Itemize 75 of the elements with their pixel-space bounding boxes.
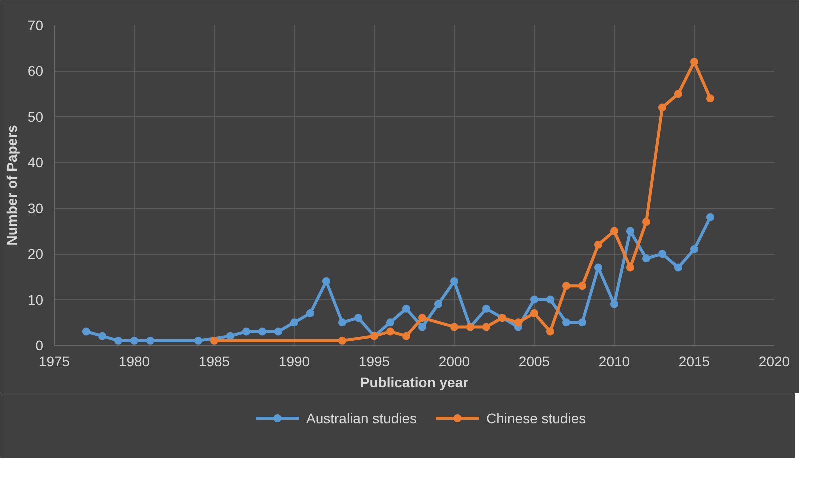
x-tick-label: 2005 xyxy=(518,354,550,370)
y-tick-label: 40 xyxy=(28,154,44,171)
point xyxy=(146,336,154,345)
point xyxy=(482,323,490,332)
point xyxy=(386,318,394,327)
point xyxy=(338,318,346,327)
point xyxy=(706,94,714,103)
point xyxy=(674,90,682,98)
point xyxy=(210,336,218,345)
point xyxy=(546,296,554,304)
y-tick-label: 70 xyxy=(28,18,44,34)
legend-label: Australian studies xyxy=(306,410,418,426)
point xyxy=(338,336,346,345)
y-tick-label: 30 xyxy=(28,200,44,216)
point xyxy=(450,278,458,286)
x-tick-label: 1975 xyxy=(38,354,70,370)
x-tick-label: 1980 xyxy=(118,354,150,370)
point xyxy=(514,318,522,327)
point xyxy=(562,318,570,327)
point xyxy=(242,328,250,336)
point xyxy=(98,332,106,340)
y-tick-label: 10 xyxy=(28,292,44,308)
x-tick-label: 2015 xyxy=(678,354,710,370)
point xyxy=(706,214,714,222)
point xyxy=(274,328,282,336)
point xyxy=(674,264,682,272)
x-tick-label: 1990 xyxy=(278,354,310,370)
point xyxy=(386,328,394,336)
point xyxy=(226,332,234,340)
point xyxy=(258,328,266,336)
y-axis-title: Number of Papers xyxy=(4,124,20,246)
point xyxy=(306,310,314,318)
point xyxy=(610,300,618,308)
point xyxy=(130,336,138,345)
x-tick-label: 2010 xyxy=(598,354,630,370)
x-axis-title: Publication year xyxy=(360,374,470,390)
point xyxy=(546,328,554,336)
point xyxy=(194,336,202,345)
point xyxy=(402,304,410,313)
point xyxy=(82,328,90,336)
point xyxy=(354,314,362,322)
x-tick-label: 1995 xyxy=(358,354,390,370)
point xyxy=(418,314,426,322)
point xyxy=(690,58,698,66)
point xyxy=(530,310,538,318)
point xyxy=(610,227,618,236)
point xyxy=(418,323,426,332)
point xyxy=(114,336,122,345)
point xyxy=(690,246,698,254)
x-tick-label: 2020 xyxy=(758,354,790,370)
point xyxy=(578,318,586,327)
y-tick-label: 50 xyxy=(28,108,44,125)
point xyxy=(642,254,650,263)
point xyxy=(482,304,490,313)
y-tick-label: 0 xyxy=(36,338,44,354)
point xyxy=(626,264,634,272)
point xyxy=(530,296,538,304)
x-tick-label: 1985 xyxy=(198,354,230,370)
point xyxy=(322,278,330,286)
point xyxy=(562,282,570,290)
point xyxy=(658,250,666,258)
point xyxy=(642,218,650,226)
point xyxy=(290,318,298,327)
point xyxy=(626,227,634,236)
x-tick-label: 2000 xyxy=(438,354,470,370)
y-tick-label: 20 xyxy=(28,246,44,262)
point xyxy=(578,282,586,290)
point xyxy=(594,264,602,272)
y-tick-label: 60 xyxy=(28,63,44,80)
point xyxy=(594,240,602,249)
point xyxy=(658,104,666,112)
point xyxy=(434,300,442,308)
point xyxy=(450,323,458,332)
legend-label: Chinese studies xyxy=(486,410,586,426)
point xyxy=(402,332,410,340)
